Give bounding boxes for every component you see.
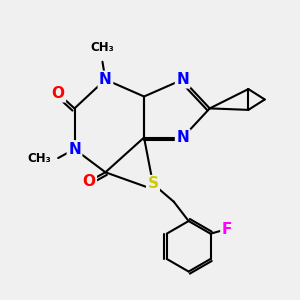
Text: O: O [52,86,65,101]
Text: N: N [176,72,189,87]
Text: CH₃: CH₃ [27,152,51,164]
Text: N: N [99,72,112,87]
Text: CH₃: CH₃ [91,41,114,54]
Text: F: F [222,222,232,237]
Text: S: S [148,176,158,191]
Text: N: N [176,130,189,145]
Text: O: O [82,174,96,189]
Text: N: N [68,142,81,157]
